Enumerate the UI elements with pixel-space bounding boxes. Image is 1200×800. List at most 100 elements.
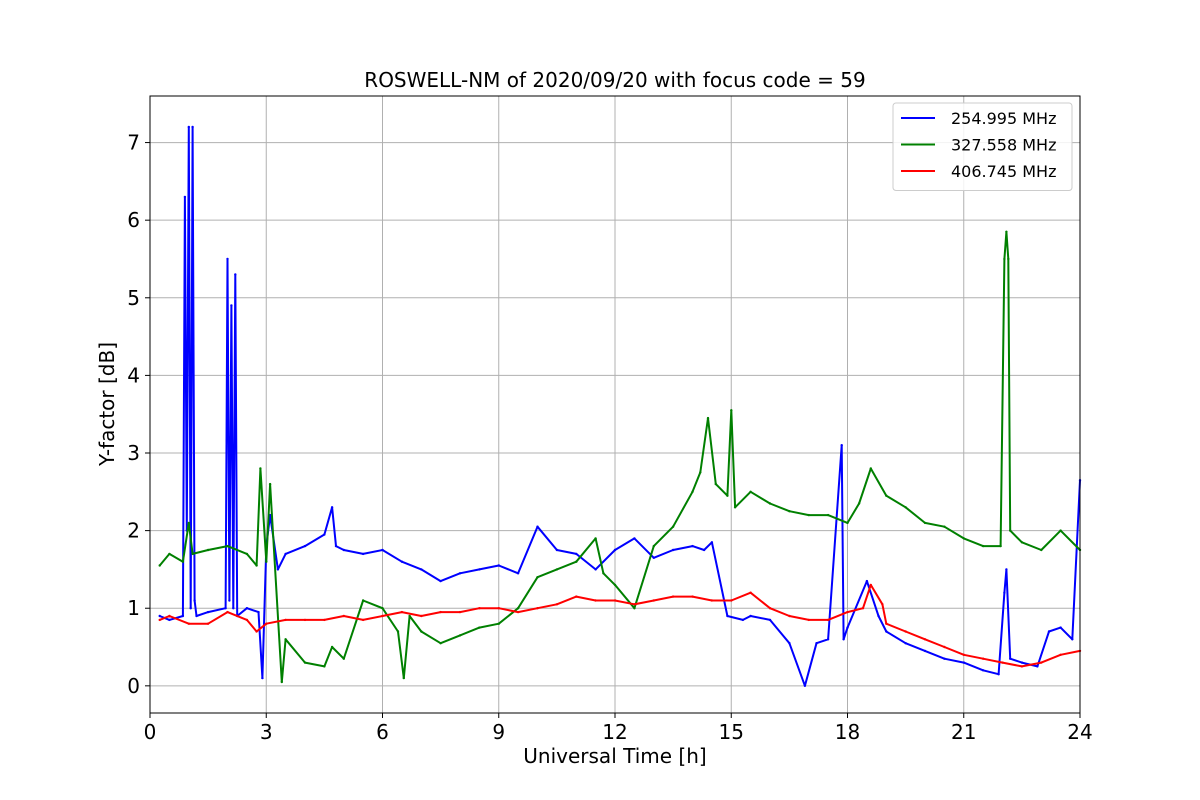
data-point — [1003, 591, 1006, 594]
data-point — [730, 409, 733, 412]
data-point — [981, 669, 985, 672]
data-point — [195, 614, 198, 618]
data-point — [730, 599, 733, 602]
data-point — [402, 676, 405, 680]
data-point — [1040, 548, 1043, 552]
data-point — [846, 626, 849, 629]
data-point — [768, 607, 772, 610]
data-point — [168, 618, 171, 622]
data-point — [671, 525, 675, 528]
data-point — [1036, 665, 1039, 668]
data-point — [885, 630, 888, 633]
data-point — [943, 645, 946, 649]
data-point — [255, 564, 258, 567]
data-point — [602, 572, 605, 575]
data-point — [733, 506, 737, 509]
data-point — [478, 607, 481, 610]
data-point — [706, 416, 710, 420]
data-point — [881, 603, 884, 606]
data-point — [1059, 529, 1062, 532]
data-point — [187, 622, 190, 625]
data-point — [408, 614, 411, 618]
x-tick-label: 21 — [951, 720, 976, 744]
data-point — [652, 599, 655, 602]
data-point — [904, 642, 907, 645]
data-point — [187, 125, 190, 129]
legend: 254.995 MHz 327.558 MHz 406.745 MHz — [892, 102, 1073, 191]
legend-box — [892, 102, 1073, 191]
y-tick-label: 2 — [127, 519, 140, 543]
data-point — [516, 607, 520, 610]
data-point — [741, 618, 745, 622]
data-point — [962, 661, 965, 664]
data-point — [536, 576, 539, 579]
data-point — [865, 579, 869, 583]
data-point — [1005, 230, 1008, 233]
data-point — [904, 506, 907, 509]
data-point — [1071, 638, 1074, 641]
series-layer — [158, 125, 1082, 687]
data-point — [749, 614, 752, 618]
data-point — [224, 607, 227, 610]
data-point — [191, 552, 194, 556]
data-point — [904, 630, 907, 633]
legend-label: 327.558 MHz — [951, 136, 1056, 155]
data-point — [228, 599, 231, 602]
data-point — [749, 490, 752, 493]
data-point — [381, 607, 384, 610]
data-point — [268, 482, 272, 486]
data-point — [232, 607, 235, 610]
data-point — [575, 595, 578, 598]
data-point — [594, 568, 597, 571]
data-point — [594, 599, 597, 602]
data-point — [768, 618, 772, 622]
x-tick-label: 9 — [492, 720, 505, 744]
data-point — [381, 614, 384, 618]
data-point — [555, 603, 559, 606]
data-point — [323, 533, 326, 536]
legend-label: 254.995 MHz — [951, 109, 1056, 128]
data-point — [420, 568, 423, 571]
data-point — [807, 618, 810, 622]
x-tick-label: 3 — [260, 720, 273, 744]
data-point — [885, 622, 888, 625]
data-point — [943, 657, 946, 660]
data-point — [168, 552, 171, 556]
data-point — [726, 494, 729, 497]
data-point — [613, 599, 617, 602]
data-point — [536, 525, 539, 528]
data-point — [206, 610, 210, 614]
y-tick-label: 4 — [127, 363, 140, 387]
data-point — [187, 521, 190, 525]
data-point — [923, 638, 927, 641]
series-line-1 — [158, 230, 1081, 683]
data-point — [261, 676, 264, 680]
data-point — [400, 610, 404, 614]
data-point — [869, 583, 872, 587]
data-point — [1059, 626, 1062, 629]
data-point — [183, 195, 187, 199]
data-point — [226, 544, 229, 548]
data-point — [923, 521, 927, 525]
data-point — [1003, 257, 1006, 261]
data-point — [181, 614, 185, 618]
data-point — [803, 684, 807, 687]
data-point — [158, 618, 161, 622]
data-point — [303, 544, 307, 548]
data-point — [671, 595, 675, 598]
y-tick-label: 7 — [127, 131, 140, 155]
data-point — [303, 618, 307, 622]
data-point — [1020, 665, 1024, 668]
data-point — [840, 444, 843, 447]
data-point — [280, 680, 283, 684]
data-point — [342, 614, 345, 618]
data-point — [265, 560, 268, 563]
y-tick-label: 6 — [127, 208, 140, 232]
data-point — [869, 467, 872, 470]
data-point — [478, 626, 481, 629]
data-point — [555, 548, 559, 552]
series-2 — [158, 583, 1082, 668]
data-point — [168, 614, 171, 618]
